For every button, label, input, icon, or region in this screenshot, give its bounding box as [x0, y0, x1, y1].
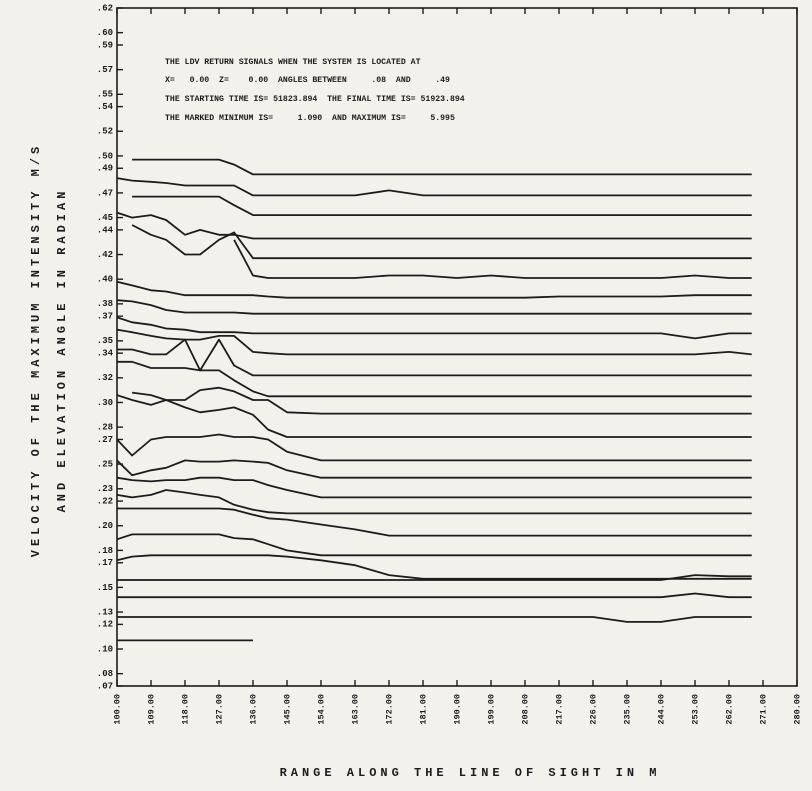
x-tick-label: 127.00 [214, 694, 224, 725]
x-tick-label: 271.00 [758, 694, 768, 725]
y-tick-label: .49 [97, 164, 113, 174]
x-tick-label: 154.00 [316, 694, 326, 725]
y-tick-label: .59 [97, 40, 113, 50]
y-tick-label: .07 [97, 681, 113, 691]
x-tick-label: 262.00 [724, 694, 734, 725]
y-tick-label: .32 [97, 373, 113, 383]
x-tick-label: 100.00 [112, 694, 122, 725]
data-line [117, 360, 752, 398]
x-tick-label: 235.00 [622, 694, 632, 725]
y-tick-label: .22 [97, 496, 113, 506]
x-tick-label: 244.00 [656, 694, 666, 725]
data-line [117, 616, 752, 623]
y-tick-label: .60 [97, 28, 113, 38]
y-tick-label: .13 [97, 607, 113, 617]
y-axis-title: AND ELEVATION ANGLE IN RADIAN [55, 188, 69, 513]
annotation: X= 0.00 Z= 0.00 ANGLES BETWEEN .08 AND .… [165, 76, 450, 85]
y-tick-label: .10 [97, 644, 113, 654]
y-tick-label: .62 [97, 3, 113, 13]
data-line [132, 195, 752, 216]
x-tick-label: 199.00 [486, 694, 496, 725]
y-tick-label: .37 [97, 312, 113, 322]
x-tick-label: 226.00 [588, 694, 598, 725]
data-line [116, 299, 752, 315]
y-tick-label: .15 [97, 583, 113, 593]
y-tick-label: .27 [97, 435, 113, 445]
y-tick-label: .42 [97, 250, 113, 260]
data-line [116, 177, 752, 197]
x-tick-label: 181.00 [418, 694, 428, 725]
data-line [117, 574, 752, 581]
data-line [131, 386, 752, 415]
y-tick-label: .25 [97, 459, 113, 469]
plot-frame [116, 7, 798, 687]
annotation: THE MARKED MINIMUM IS= 1.090 AND MAXIMUM… [165, 114, 455, 123]
data-line [132, 158, 752, 176]
data-line [116, 316, 752, 340]
y-tick-label: .30 [97, 398, 113, 408]
y-tick-label: .35 [97, 336, 113, 346]
y-tick-label: .34 [97, 349, 114, 359]
x-tick-label: 145.00 [282, 694, 292, 725]
y-tick-label: .44 [97, 225, 114, 235]
data-line [117, 592, 752, 599]
y-tick-label: .50 [97, 151, 113, 161]
x-tick-label: 190.00 [452, 694, 462, 725]
x-tick-label: 208.00 [520, 694, 530, 725]
y-tick-label: .38 [97, 299, 113, 309]
y-tick-label: .17 [97, 558, 113, 568]
y-tick-label: .18 [97, 546, 113, 556]
y-tick-label: .23 [97, 484, 113, 494]
data-line [233, 239, 752, 279]
x-tick-label: 118.00 [180, 694, 190, 725]
x-axis-title: RANGE ALONG THE LINE OF SIGHT IN M [280, 766, 661, 780]
y-tick-label: .57 [97, 65, 113, 75]
data-line [131, 224, 752, 260]
y-tick-label: .45 [97, 213, 113, 223]
x-tick-label: 136.00 [248, 694, 258, 725]
annotation: THE LDV RETURN SIGNALS WHEN THE SYSTEM I… [165, 58, 421, 67]
y-tick-label: .47 [97, 188, 113, 198]
data-line [116, 554, 752, 580]
y-tick-label: .08 [97, 669, 113, 679]
data-line [116, 459, 752, 479]
annotation: THE STARTING TIME IS= 51823.894 THE FINA… [165, 95, 465, 104]
y-tick-label: .12 [97, 620, 113, 630]
data-line [116, 433, 752, 462]
y-tick-label: .54 [97, 102, 114, 112]
data-line [117, 338, 752, 377]
data-line [116, 280, 752, 299]
data-line [116, 476, 752, 499]
y-tick-label: .20 [97, 521, 113, 531]
data-line [117, 507, 752, 537]
data-line [116, 211, 752, 240]
x-tick-label: 217.00 [554, 694, 564, 725]
data-line [116, 489, 752, 515]
y-tick-label: .28 [97, 423, 113, 433]
data-line [116, 394, 752, 438]
y-tick-label: .40 [97, 275, 113, 285]
x-tick-label: 280.00 [792, 694, 802, 725]
y-axis-title: VELOCITY OF THE MAXIMUM INTENSITY M/S [29, 143, 43, 557]
x-tick-label: 109.00 [146, 694, 156, 725]
x-tick-label: 172.00 [384, 694, 394, 725]
y-tick-label: .52 [97, 127, 113, 137]
data-line [116, 533, 752, 557]
x-tick-label: 163.00 [350, 694, 360, 725]
x-tick-label: 253.00 [690, 694, 700, 725]
y-tick-label: .55 [97, 90, 113, 100]
